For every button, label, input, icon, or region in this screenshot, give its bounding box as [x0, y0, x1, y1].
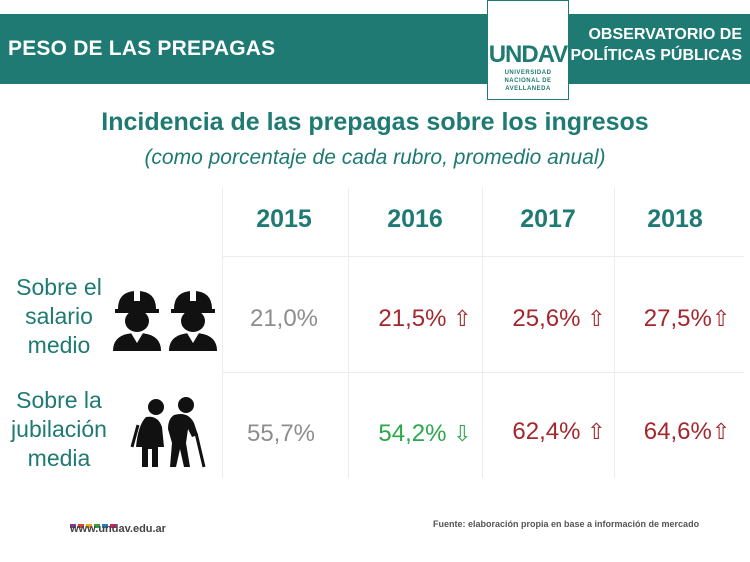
up-arrow-icon: ⇧: [587, 419, 606, 444]
workers-icon: [113, 291, 217, 351]
logo-sub-2: NACIONAL DE: [504, 78, 552, 84]
header-title: PESO DE LAS PREPAGAS: [8, 37, 276, 60]
value-text: 27,5%: [643, 305, 712, 332]
value-cell: 27,5%⇧: [622, 305, 750, 333]
color-dot: [86, 524, 92, 528]
color-dot: [94, 524, 100, 528]
value-cell: 54,2% ⇩: [360, 420, 490, 448]
value-text: 55,7%: [246, 420, 316, 447]
logo-sub-1: UNIVERSIDAD: [504, 70, 552, 76]
row-label-line: salario: [25, 303, 93, 329]
table-grid: [0, 188, 750, 478]
up-arrow-icon: ⇧: [453, 306, 472, 331]
year-header: 2017: [520, 205, 576, 233]
page-title: Incidencia de las prepagas sobre los ing…: [101, 108, 649, 136]
color-dot: [110, 524, 116, 528]
grid-line: [614, 188, 615, 478]
grid-line: [482, 188, 483, 478]
page-subtitle: (como porcentaje de cada rubro, promedio…: [144, 146, 606, 169]
brand-color-dots: [70, 515, 118, 533]
row-label-line: media: [27, 445, 91, 471]
row-label-line: medio: [27, 332, 91, 358]
undav-logo: UNDAV UNIVERSIDAD NACIONAL DE AVELLANEDA: [487, 0, 569, 100]
row-label-line: jubilación: [11, 416, 107, 442]
year-header: 2018: [647, 205, 703, 233]
color-dot: [102, 524, 108, 528]
up-arrow-icon: ⇧: [711, 306, 731, 331]
year-header: 2015: [256, 205, 312, 233]
org-line-2: POLÍTICAS PÚBLICAS: [570, 47, 742, 64]
grid-line: [222, 372, 744, 373]
org-name: OBSERVATORIO DE POLÍTICAS PÚBLICAS: [567, 24, 742, 66]
row-label-salary: Sobre el salario medio: [4, 273, 114, 360]
value-text: 54,2%: [378, 420, 447, 447]
value-cell: 62,4% ⇧: [494, 418, 624, 446]
value-cell: 55,7%: [216, 420, 346, 448]
org-line-1: OBSERVATORIO DE: [588, 26, 742, 43]
up-arrow-icon: ⇧: [711, 419, 731, 444]
logo-sub-3: AVELLANEDA: [505, 86, 551, 92]
value-cell: 21,5% ⇧: [360, 305, 490, 333]
value-text: 21,0%: [249, 305, 319, 332]
value-cell: 25,6% ⇧: [494, 305, 624, 333]
value-text: 64,6%: [643, 418, 712, 445]
row-label-line: Sobre la: [16, 387, 102, 413]
header-bar: PESO DE LAS PREPAGAS UNDAV UNIVERSIDAD N…: [0, 0, 750, 100]
row-label-pension: Sobre la jubilación media: [4, 386, 114, 473]
value-text: 25,6%: [512, 305, 581, 332]
value-cell: 21,0%: [219, 305, 349, 333]
footer-url[interactable]: www.undav.edu.ar: [70, 523, 166, 535]
logo-mark: UNDAV: [488, 41, 569, 68]
source-note: Fuente: elaboración propia en base a inf…: [433, 519, 700, 529]
up-arrow-icon: ⇧: [587, 306, 606, 331]
color-dot: [78, 524, 84, 528]
grid-line: [348, 188, 349, 478]
value-cell: 64,6%⇧: [622, 418, 750, 446]
value-text: 21,5%: [378, 305, 447, 332]
value-text: 62,4%: [512, 418, 581, 445]
color-dot: [70, 524, 76, 528]
row-label-line: Sobre el: [16, 274, 102, 300]
grid-line: [222, 188, 223, 478]
grid-line: [222, 256, 744, 257]
elderly-couple-icon: [130, 397, 206, 468]
down-arrow-icon: ⇩: [453, 421, 472, 446]
year-header: 2016: [387, 205, 443, 233]
